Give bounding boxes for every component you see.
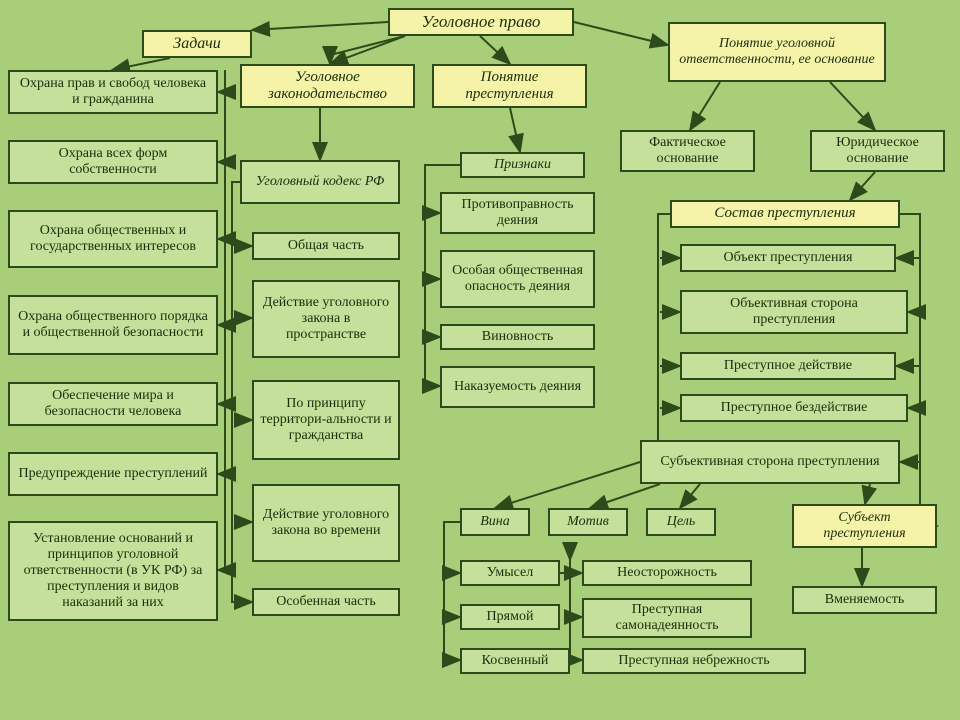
node-jur: Юридическое основание	[810, 130, 945, 172]
node-s5: Субъективная сторона преступления	[640, 440, 900, 484]
node-neo: Неосторожность	[582, 560, 752, 586]
node-root: Уголовное право	[388, 8, 574, 36]
node-motiv: Мотив	[548, 508, 628, 536]
node-l4: По принципу территори-альности и граждан…	[252, 380, 400, 460]
node-tasks: Задачи	[142, 30, 252, 58]
node-s4: Преступное бездействие	[680, 394, 908, 422]
node-t4: Охрана общественного порядка и обществен…	[8, 295, 218, 355]
node-l2: Общая часть	[252, 232, 400, 260]
node-um: Умысел	[460, 560, 560, 586]
node-l5: Действие уголовного закона во времени	[252, 484, 400, 562]
node-kos: Косвенный	[460, 648, 570, 674]
node-c5: Наказуемость деяния	[440, 366, 595, 408]
node-c2: Противоправность деяния	[440, 192, 595, 234]
node-nebr: Преступная небрежность	[582, 648, 806, 674]
node-l3: Действие уголовного закона в пространств…	[252, 280, 400, 358]
node-t1: Охрана прав и свобод человека и граждани…	[8, 70, 218, 114]
node-resp: Понятие уголовной ответственности, ее ос…	[668, 22, 886, 82]
node-l1: Уголовный кодекс РФ	[240, 160, 400, 204]
node-t7: Установление оснований и принципов уголо…	[8, 521, 218, 621]
node-c1: Признаки	[460, 152, 585, 178]
node-subj: Субъект преступления	[792, 504, 937, 548]
node-s3: Преступное действие	[680, 352, 896, 380]
node-leg: Уголовное законодательство	[240, 64, 415, 108]
node-t2: Охрана всех форм собственности	[8, 140, 218, 184]
node-l6: Особенная часть	[252, 588, 400, 616]
node-fact: Фактическое основание	[620, 130, 755, 172]
node-t6: Предупреждение преступлений	[8, 452, 218, 496]
node-crime: Понятие преступления	[432, 64, 587, 108]
node-t5: Обеспечение мира и безопасности человека	[8, 382, 218, 426]
node-s1: Объект преступления	[680, 244, 896, 272]
node-c4: Виновность	[440, 324, 595, 350]
node-t3: Охрана общественных и государственных ин…	[8, 210, 218, 268]
node-sostav: Состав преступления	[670, 200, 900, 228]
node-c3: Особая общественная опасность деяния	[440, 250, 595, 308]
node-vmen: Вменяемость	[792, 586, 937, 614]
node-sam: Преступная самонадеянность	[582, 598, 752, 638]
node-s2: Объективная сторона преступления	[680, 290, 908, 334]
node-vina: Вина	[460, 508, 530, 536]
node-pr: Прямой	[460, 604, 560, 630]
node-cel: Цель	[646, 508, 716, 536]
